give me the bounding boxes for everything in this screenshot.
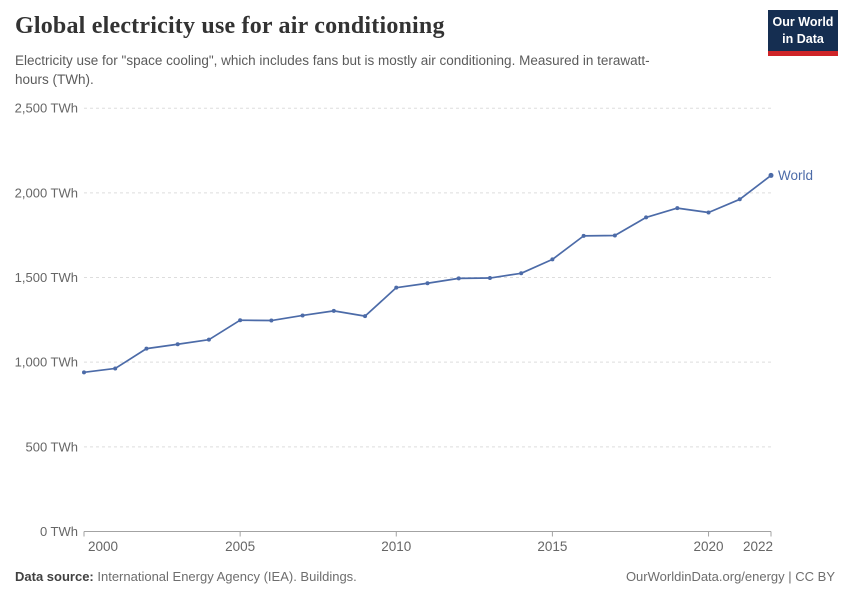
data-line [83,174,772,374]
x-tick-label: 2020 [694,539,724,554]
data-point [144,346,149,351]
x-tick-label: 2005 [225,539,255,554]
y-tick-label: 2,000 TWh [15,185,78,200]
credit-link[interactable]: OurWorldinData.org/energy | CC BY [625,569,835,584]
data-point [82,370,86,375]
data-source-label: Data source: [15,569,94,584]
owid-logo-line1: Our World [772,15,834,30]
data-point [581,233,586,238]
x-tick-label: 2022 [743,539,773,554]
owid-logo[interactable]: Our World in Data [768,10,838,56]
data-point [706,210,711,215]
data-point [331,308,336,313]
y-tick-label: 500 TWh [25,439,78,454]
data-point [175,342,180,347]
y-tick-label: 1,000 TWh [15,355,78,370]
page-title: Global electricity use for air condition… [15,13,445,39]
data-point [238,318,243,323]
data-point [675,206,680,211]
data-point [113,366,118,371]
series-label: World [778,168,813,183]
data-point [550,257,555,262]
x-tick-label: 2015 [537,539,567,554]
chart-footer: Data source: International Energy Agency… [15,569,835,584]
y-tick-label: 1,500 TWh [15,270,78,285]
x-tick-label: 2000 [88,539,118,554]
x-tick-label: 2010 [381,539,411,554]
data-point [363,314,368,319]
data-point [519,271,524,276]
data-point [737,197,742,202]
data-point-last [768,172,774,178]
y-tick-label: 2,500 TWh [15,101,78,116]
data-point [644,215,649,220]
chart-subtitle: Electricity use for "space cooling", whi… [15,53,650,87]
data-point [487,276,492,281]
data-point [269,318,274,323]
y-tick-label: 0 TWh [40,524,78,539]
owid-logo-line2: in Data [782,31,824,46]
data-point [300,313,305,318]
data-point [394,285,399,290]
data-point [206,337,211,342]
data-point [456,276,461,281]
data-source-value: International Energy Agency (IEA). Build… [93,569,357,584]
data-source-text: Data source: International Energy Agency… [15,569,357,584]
data-point [425,281,430,286]
data-point [612,233,617,238]
